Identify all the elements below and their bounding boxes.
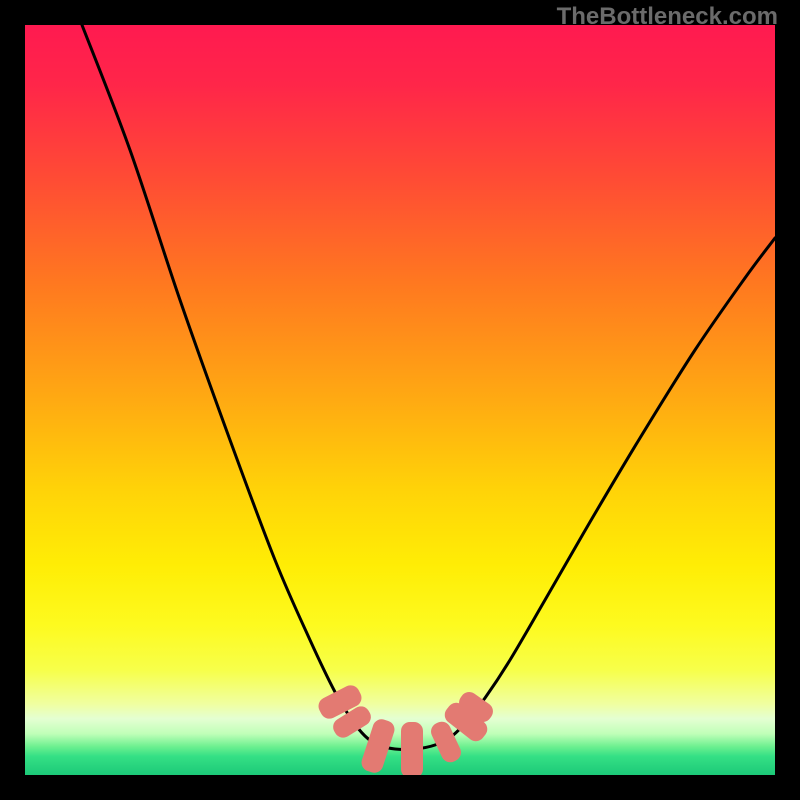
bottleneck-curve [82, 25, 775, 750]
curve-layer [0, 0, 800, 800]
watermark-text: TheBottleneck.com [557, 3, 778, 31]
dash-marker [401, 722, 423, 778]
chart-container: TheBottleneck.com [0, 0, 800, 800]
